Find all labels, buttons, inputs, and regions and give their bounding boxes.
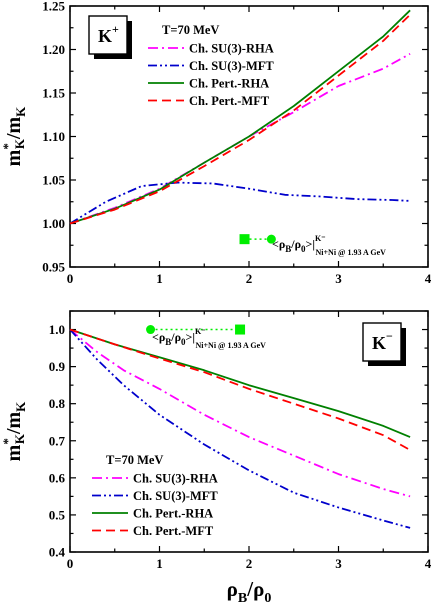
x-axis-label: ρB/ρ0 <box>227 577 272 606</box>
panel-2: 0 1 2 3 40.40.50.60.70.80.91.0m*K/mKT=70 MeV… <box>0 310 432 606</box>
x-axis-label-mid: /ρ <box>246 577 264 601</box>
y-tick-label: 0.8 <box>49 396 66 411</box>
x-tick-label: 3 <box>335 271 342 286</box>
x-tick-label: 0 <box>67 556 74 571</box>
panel-label-box <box>362 322 402 362</box>
x-tick-label: 1 <box>156 556 163 571</box>
panel-label-k: K <box>372 333 386 353</box>
y-tick-label: 1.0 <box>49 322 65 337</box>
circle-marker <box>146 325 156 335</box>
y-axis-label-star: * <box>0 438 15 445</box>
square-marker <box>235 324 246 335</box>
panel-label-charge: + <box>112 22 119 36</box>
annotation-mid: /ρ <box>170 330 181 344</box>
y-tick-label: 1.05 <box>42 173 65 188</box>
legend-label: Ch. SU(3)-RHA <box>133 472 218 486</box>
y-tick-label: 0.4 <box>49 545 66 560</box>
x-tick-label: 1 <box>156 271 163 286</box>
annotation-mid: /ρ <box>290 237 301 251</box>
panel-label: K− <box>372 329 393 353</box>
density-annotation: <ρB/ρ0>|K⁻ Ni+Ni @ 1.93 A GeV <box>272 234 386 257</box>
legend-label: Ch. Pert.-RHA <box>133 507 213 521</box>
x-tick-label: 0 <box>67 271 74 286</box>
y-tick-label: 0.9 <box>49 359 66 374</box>
annotation-close: >| <box>186 330 195 344</box>
annotation-sub-0: 0 <box>181 337 186 347</box>
panel-label-box <box>88 15 128 55</box>
annotation-system: Ni+Ni @ 1.93 A GeV <box>315 248 386 257</box>
y-tick-label: 0.6 <box>49 470 66 485</box>
y-tick-label: 1.20 <box>42 42 65 57</box>
density-annotation: <ρB/ρ0>|K⁻ Ni+Ni @ 1.93 A GeV <box>152 327 266 350</box>
y-axis-label-m: m <box>3 444 25 461</box>
y-axis-label: m*K/mK <box>0 401 28 462</box>
y-axis-label: m*K/mK <box>0 106 28 167</box>
y-tick-label: 1.00 <box>42 216 65 231</box>
x-axis-label-sub-b: B <box>238 591 247 606</box>
temperature-label: T=70 MeV <box>106 453 163 467</box>
x-tick-label: 2 <box>246 271 253 286</box>
annotation-close: >| <box>306 237 315 251</box>
square-marker <box>239 234 250 245</box>
panel-label: K+ <box>98 22 119 46</box>
y-tick-label: 1.10 <box>42 129 65 144</box>
y-axis-label-star: * <box>0 143 15 150</box>
y-axis-label-sub: K <box>12 138 27 149</box>
annotation-sup: K⁻ <box>315 234 325 243</box>
y-axis-label-m: m <box>3 149 25 166</box>
x-axis-label-rho: ρ <box>227 577 238 601</box>
annotation-open: <ρ <box>272 237 285 251</box>
x-tick-label: 3 <box>335 556 342 571</box>
y-tick-label: 0.5 <box>49 507 66 522</box>
legend-label: Ch. Pert.-RHA <box>189 77 269 91</box>
y-axis-label-sub: K <box>12 433 27 444</box>
series-line-2 <box>69 181 411 225</box>
annotation-system: Ni+Ni @ 1.93 A GeV <box>195 341 266 350</box>
y-axis-label-den-sub: K <box>13 401 28 412</box>
x-tick-label: 4 <box>425 556 432 571</box>
x-axis-label-sub-0: 0 <box>264 591 271 606</box>
series-line-4 <box>69 328 411 451</box>
annotation-sub-b: B <box>165 337 171 347</box>
panel-label-k: K <box>98 26 112 46</box>
y-axis-label-den: /m <box>3 411 25 435</box>
legend-label: Ch. Pert.-MFT <box>189 94 270 108</box>
legend-label: Ch. SU(3)-MFT <box>133 489 218 503</box>
annotation-open: <ρ <box>152 330 165 344</box>
series-line-1 <box>69 328 411 498</box>
x-tick-label: 4 <box>425 271 432 286</box>
series-line-2 <box>69 328 411 529</box>
annotation-sub-0: 0 <box>301 244 306 254</box>
y-tick-label: 1.25 <box>42 0 65 14</box>
temperature-label: T=70 MeV <box>162 23 219 37</box>
annotation-sup: K⁻ <box>195 327 205 336</box>
legend-label: Ch. Pert.-MFT <box>133 524 214 538</box>
y-tick-label: 0.7 <box>49 433 66 448</box>
y-tick-label: 1.15 <box>42 86 65 101</box>
y-axis-label-den-sub: K <box>13 106 28 117</box>
y-tick-label: 0.95 <box>42 260 65 275</box>
x-tick-label: 2 <box>246 556 253 571</box>
circle-marker <box>266 234 276 244</box>
y-axis-label-den: /m <box>3 116 25 140</box>
panel-1: 0 1 2 3 40.951.001.051.101.151.201.25m*K/mKT… <box>0 0 432 286</box>
annotation-sub-b: B <box>285 244 291 254</box>
series-line-4 <box>69 14 411 225</box>
legend-label: Ch. SU(3)-MFT <box>189 59 274 73</box>
series-line-3 <box>69 9 411 225</box>
legend-label: Ch. SU(3)-RHA <box>189 42 274 56</box>
panel-label-charge: − <box>386 329 393 343</box>
